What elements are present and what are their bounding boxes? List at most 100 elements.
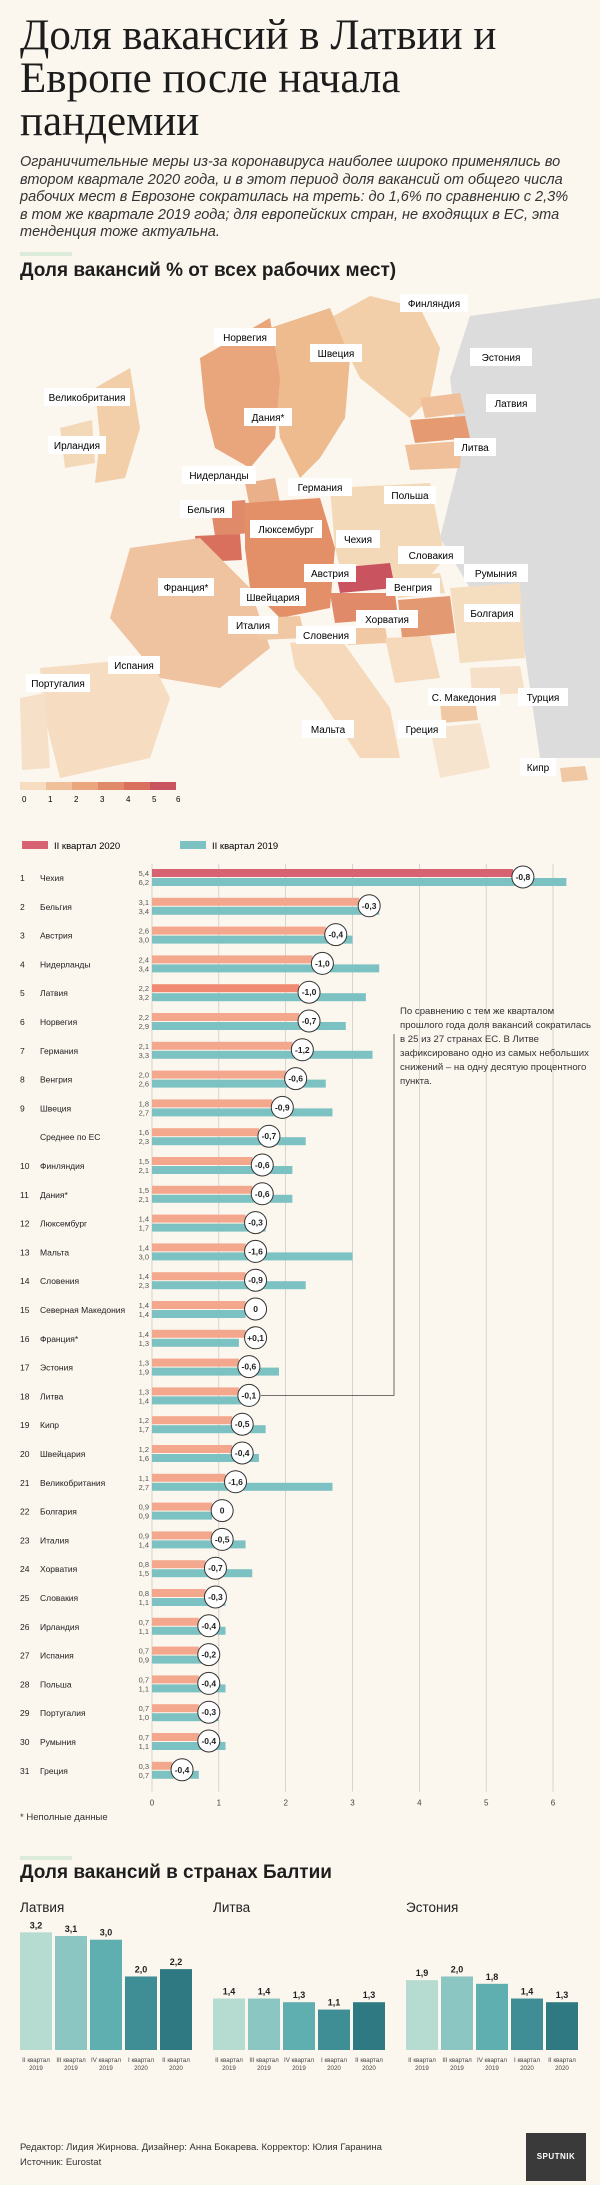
- bar-2020: [152, 1761, 173, 1770]
- baltic-heading: Доля вакансий в странах Балтии: [20, 1862, 332, 1883]
- row-country: Венгрия: [40, 1075, 73, 1085]
- bar-2019: [152, 1540, 246, 1549]
- map-label: Польша: [384, 486, 436, 504]
- bar-2019: [152, 1425, 266, 1434]
- map-croatia: [385, 636, 440, 683]
- map-label-text: Болгария: [470, 609, 513, 620]
- map-label: Латвия: [486, 394, 536, 412]
- value-2019-label: 0,9: [139, 1656, 149, 1665]
- bar-2019: [152, 878, 567, 886]
- map-label-text: Бельгия: [187, 505, 225, 516]
- map-label: Чехия: [336, 530, 380, 548]
- baltic-category-year: 2019: [222, 2065, 236, 2072]
- page-title: Доля вакансий в Латвии и Европе после на…: [20, 12, 497, 145]
- change-badge: [357, 894, 381, 918]
- row-rank: 5: [20, 988, 25, 998]
- map-label: Австрия: [304, 564, 356, 582]
- row-rank: 8: [20, 1075, 25, 1085]
- bar-2020: [152, 1617, 199, 1626]
- change-badge: [290, 1038, 314, 1062]
- note-connector: [260, 1034, 395, 1396]
- map-nodata-region: [440, 298, 600, 758]
- row-rank: 14: [20, 1276, 30, 1286]
- change-label: -0,9: [248, 1275, 263, 1285]
- baltic-category-label: III квартал: [249, 2057, 279, 2064]
- row-rank: 19: [20, 1420, 30, 1430]
- chart-note: По сравнению с тем же кварталом прошлого…: [400, 1006, 592, 1087]
- bar-2020: [152, 1243, 246, 1252]
- change-label: -0,5: [235, 1419, 250, 1429]
- row-country: Северная Македония: [40, 1305, 126, 1315]
- value-2019-label: 3,2: [139, 993, 149, 1002]
- change-label: -0,3: [248, 1218, 263, 1228]
- bar-2019: [152, 1454, 259, 1462]
- change-badge: [224, 1470, 248, 1494]
- map-label-text: Великобритания: [49, 392, 126, 404]
- bar-2019: [152, 1655, 213, 1664]
- row-country: Среднее по ЕС: [40, 1132, 100, 1142]
- row-rank: 28: [20, 1679, 30, 1689]
- change-label: -0,4: [201, 1678, 216, 1688]
- map-label: Бельгия: [180, 500, 232, 518]
- bar-2019: [152, 1511, 213, 1520]
- value-2020-label: 1,2: [139, 1416, 149, 1425]
- map-heading: Доля вакансий % от всех рабочих мест): [20, 260, 397, 281]
- baltic-bar: [248, 1998, 280, 2050]
- change-label: -0,1: [242, 1390, 257, 1400]
- scale-swatch: [124, 782, 150, 790]
- baltic-bar: [441, 1976, 473, 2050]
- row-country: Латвия: [40, 988, 68, 998]
- row-rank: 31: [20, 1766, 30, 1776]
- bar-2019: [152, 1223, 266, 1232]
- value-2019-label: 1,6: [139, 1454, 149, 1463]
- baltic-category-label: III квартал: [56, 2057, 86, 2064]
- value-2019-label: 1,1: [139, 1627, 149, 1636]
- row-rank: 30: [20, 1737, 30, 1747]
- intro-text: Ограничительные меры из-за коронавируса …: [20, 154, 569, 240]
- value-2019-label: 1,5: [139, 1569, 149, 1578]
- baltic-bar: [318, 2009, 350, 2050]
- value-2020-label: 1,3: [139, 1359, 149, 1368]
- baltic-category-year: 2020: [134, 2065, 148, 2072]
- map-romania: [450, 583, 525, 663]
- row-country: Финляндия: [40, 1161, 85, 1171]
- baltic-category-year: 2020: [327, 2065, 341, 2072]
- change-label: -0,7: [262, 1131, 277, 1141]
- scale-label: 5: [152, 795, 157, 804]
- value-2019-label: 0,9: [139, 1512, 149, 1521]
- value-2019-label: 1,4: [139, 1310, 149, 1319]
- map-label-text: Люксембург: [258, 524, 314, 536]
- value-2020-label: 2,4: [139, 955, 149, 964]
- baltic-value-label: 1,3: [293, 1990, 306, 2000]
- baltic-category-year: 2020: [362, 2065, 376, 2072]
- row-rank: 9: [20, 1103, 25, 1113]
- bar-2020: [152, 1185, 253, 1194]
- scale-label: 6: [176, 795, 181, 804]
- row-rank: 21: [20, 1478, 30, 1488]
- value-2020-label: 1,8: [139, 1099, 149, 1108]
- change-label: 0: [253, 1304, 258, 1314]
- map-label-text: Мальта: [311, 725, 346, 736]
- bar-2020: [152, 1157, 253, 1165]
- bar-2020: [152, 1560, 206, 1569]
- change-badge: [197, 1700, 221, 1724]
- change-label: -0,2: [201, 1650, 216, 1660]
- scale-swatch: [150, 782, 176, 790]
- baltic-value-label: 3,0: [100, 1928, 113, 1938]
- change-badge: [197, 1671, 221, 1695]
- change-label: -0,3: [362, 901, 377, 911]
- row-rank: 29: [20, 1708, 30, 1718]
- change-badge: [230, 1441, 254, 1465]
- value-2020-label: 0,3: [139, 1762, 149, 1771]
- map-label-text: Испания: [114, 661, 154, 672]
- row-country: Дания*: [40, 1190, 69, 1200]
- bar-2020: [152, 955, 313, 964]
- row-country: Франция*: [40, 1334, 79, 1344]
- row-rank: 15: [20, 1305, 30, 1315]
- map-label: Литва: [454, 438, 496, 456]
- row-rank: 13: [20, 1247, 30, 1257]
- change-label: -0,6: [255, 1189, 270, 1199]
- row-country: Румыния: [40, 1737, 76, 1747]
- row-rank: 6: [20, 1017, 25, 1027]
- map-label: Финляндия: [400, 294, 468, 312]
